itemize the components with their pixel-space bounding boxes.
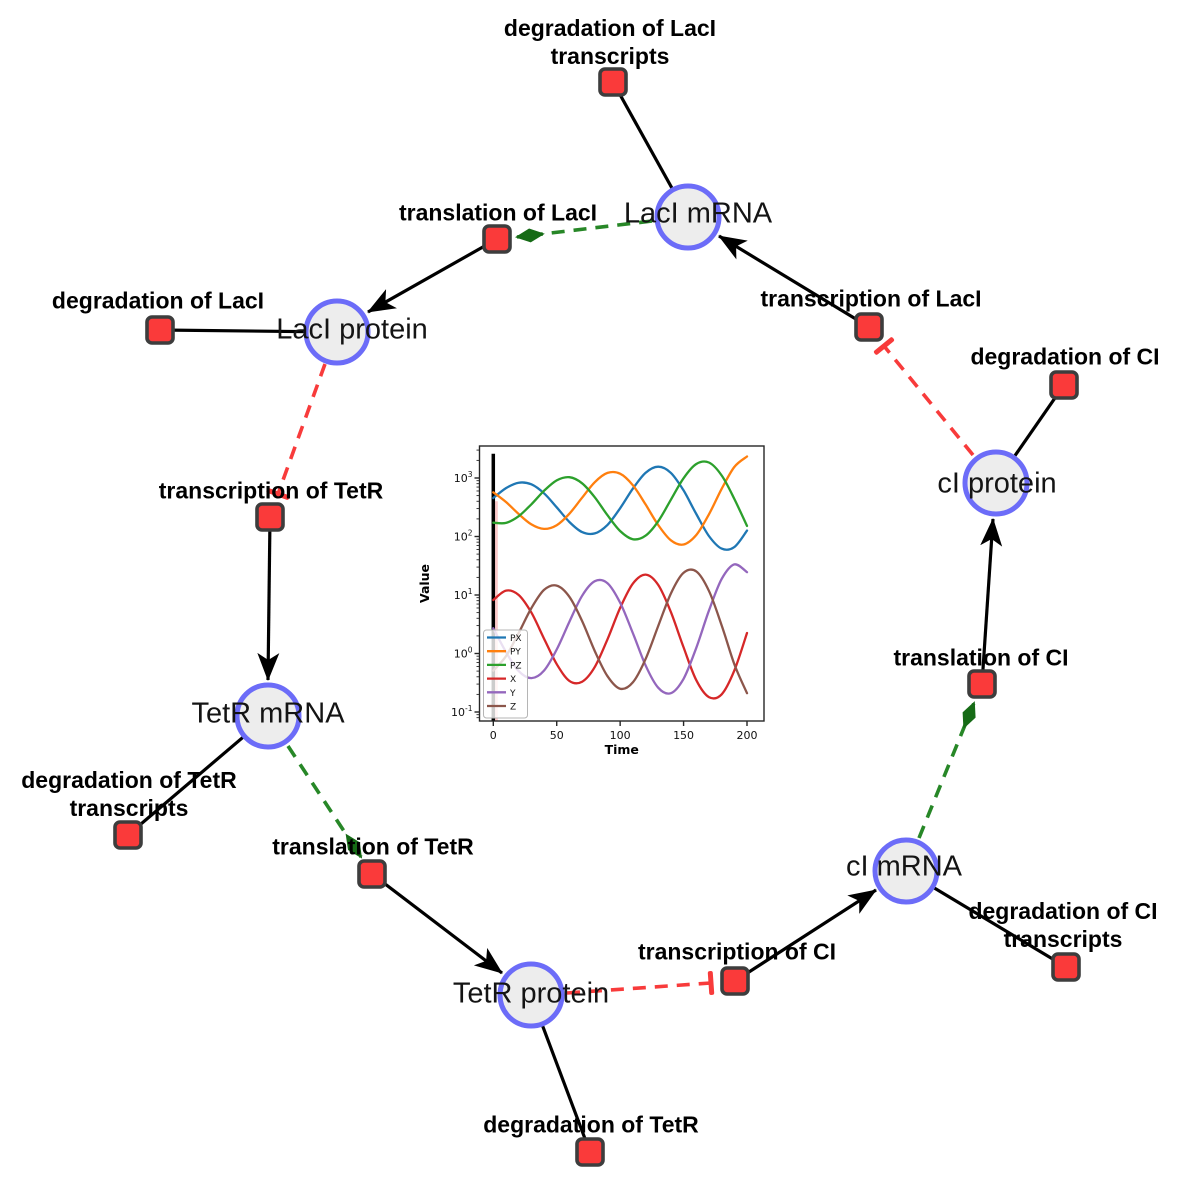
x-tick-label: 0	[490, 729, 497, 742]
edge-tetr-mrna-stimulates-translation-tetr	[286, 745, 363, 859]
edge-laci-protein-inhibits-transcription-tetr	[266, 363, 327, 500]
series-PY	[492, 455, 749, 546]
series-Z	[492, 568, 749, 695]
y-tick-label: 10-1	[451, 704, 473, 719]
y-tick-label: 101	[454, 587, 473, 602]
x-axis-label: Time	[605, 742, 639, 757]
reaction-node-deg-tetr-transcripts[interactable]	[113, 820, 143, 850]
series-PX	[492, 465, 749, 551]
reaction-node-translation-laci[interactable]	[482, 224, 512, 254]
reaction-node-translation-tetr[interactable]	[357, 859, 387, 889]
x-tick-label: 50	[550, 729, 564, 742]
edge-ci-protein-inhibits-transcription-laci	[873, 337, 975, 457]
legend-label-Y: Y	[509, 689, 516, 699]
reaction-node-deg-laci-transcripts[interactable]	[598, 67, 628, 97]
series-X	[492, 573, 749, 700]
edge-tetr-protein-inhibits-transcription-ci	[566, 970, 715, 996]
legend-label-PZ: PZ	[510, 661, 522, 671]
species-node-ci-mrna[interactable]	[872, 837, 940, 905]
chart-legend: PX PY PZ XYZ	[483, 629, 528, 719]
y-axis-label: Value	[417, 564, 432, 603]
species-node-tetr-mrna[interactable]	[234, 682, 302, 750]
reaction-node-deg-ci[interactable]	[1049, 370, 1079, 400]
x-tick-label: 150	[673, 729, 694, 742]
x-tick-label: 100	[610, 729, 631, 742]
reaction-node-deg-ci-transcripts[interactable]	[1051, 952, 1081, 982]
reaction-node-deg-tetr[interactable]	[575, 1137, 605, 1167]
legend-label-PY: PY	[510, 648, 521, 658]
reaction-nodes	[113, 67, 1081, 1167]
species-node-ci-protein[interactable]	[962, 449, 1030, 517]
reaction-node-deg-laci[interactable]	[145, 315, 175, 345]
reaction-node-transcription-laci[interactable]	[854, 312, 884, 342]
reaction-node-transcription-ci[interactable]	[720, 966, 750, 996]
edge-translation-ci-to-ci-protein	[980, 518, 1003, 685]
species-nodes	[234, 183, 1030, 1029]
x-tick-label: 200	[737, 729, 758, 742]
reaction-node-translation-ci[interactable]	[967, 669, 997, 699]
species-node-laci-mrna[interactable]	[654, 183, 722, 251]
series-PZ	[492, 460, 749, 541]
edge-laci-mrna-stimulates-translation-laci	[515, 219, 653, 243]
edge-transcription-laci-to-laci-mrna	[718, 234, 870, 329]
axes-frame	[478, 445, 765, 722]
edge-translation-laci-to-laci-protein	[367, 237, 498, 314]
edge-ci-mrna-stimulates-translation-ci	[917, 701, 976, 839]
y-tick-label: 102	[454, 529, 473, 544]
edge-transcription-ci-to-ci-mrna	[734, 888, 877, 983]
edge-transcription-tetr-to-tetr-mrna	[257, 516, 280, 681]
legend-label-X: X	[510, 675, 516, 685]
series-Y	[492, 563, 749, 695]
edge-translation-tetr-to-tetr-protein	[371, 872, 503, 975]
reaction-node-transcription-tetr[interactable]	[255, 502, 285, 532]
legend-label-Z: Z	[510, 703, 516, 713]
legend-label-PX: PX	[510, 634, 522, 644]
species-node-tetr-protein[interactable]	[497, 961, 565, 1029]
y-tick-label: 103	[454, 470, 473, 485]
species-node-laci-protein[interactable]	[303, 298, 371, 366]
y-tick-label: 100	[454, 646, 473, 661]
